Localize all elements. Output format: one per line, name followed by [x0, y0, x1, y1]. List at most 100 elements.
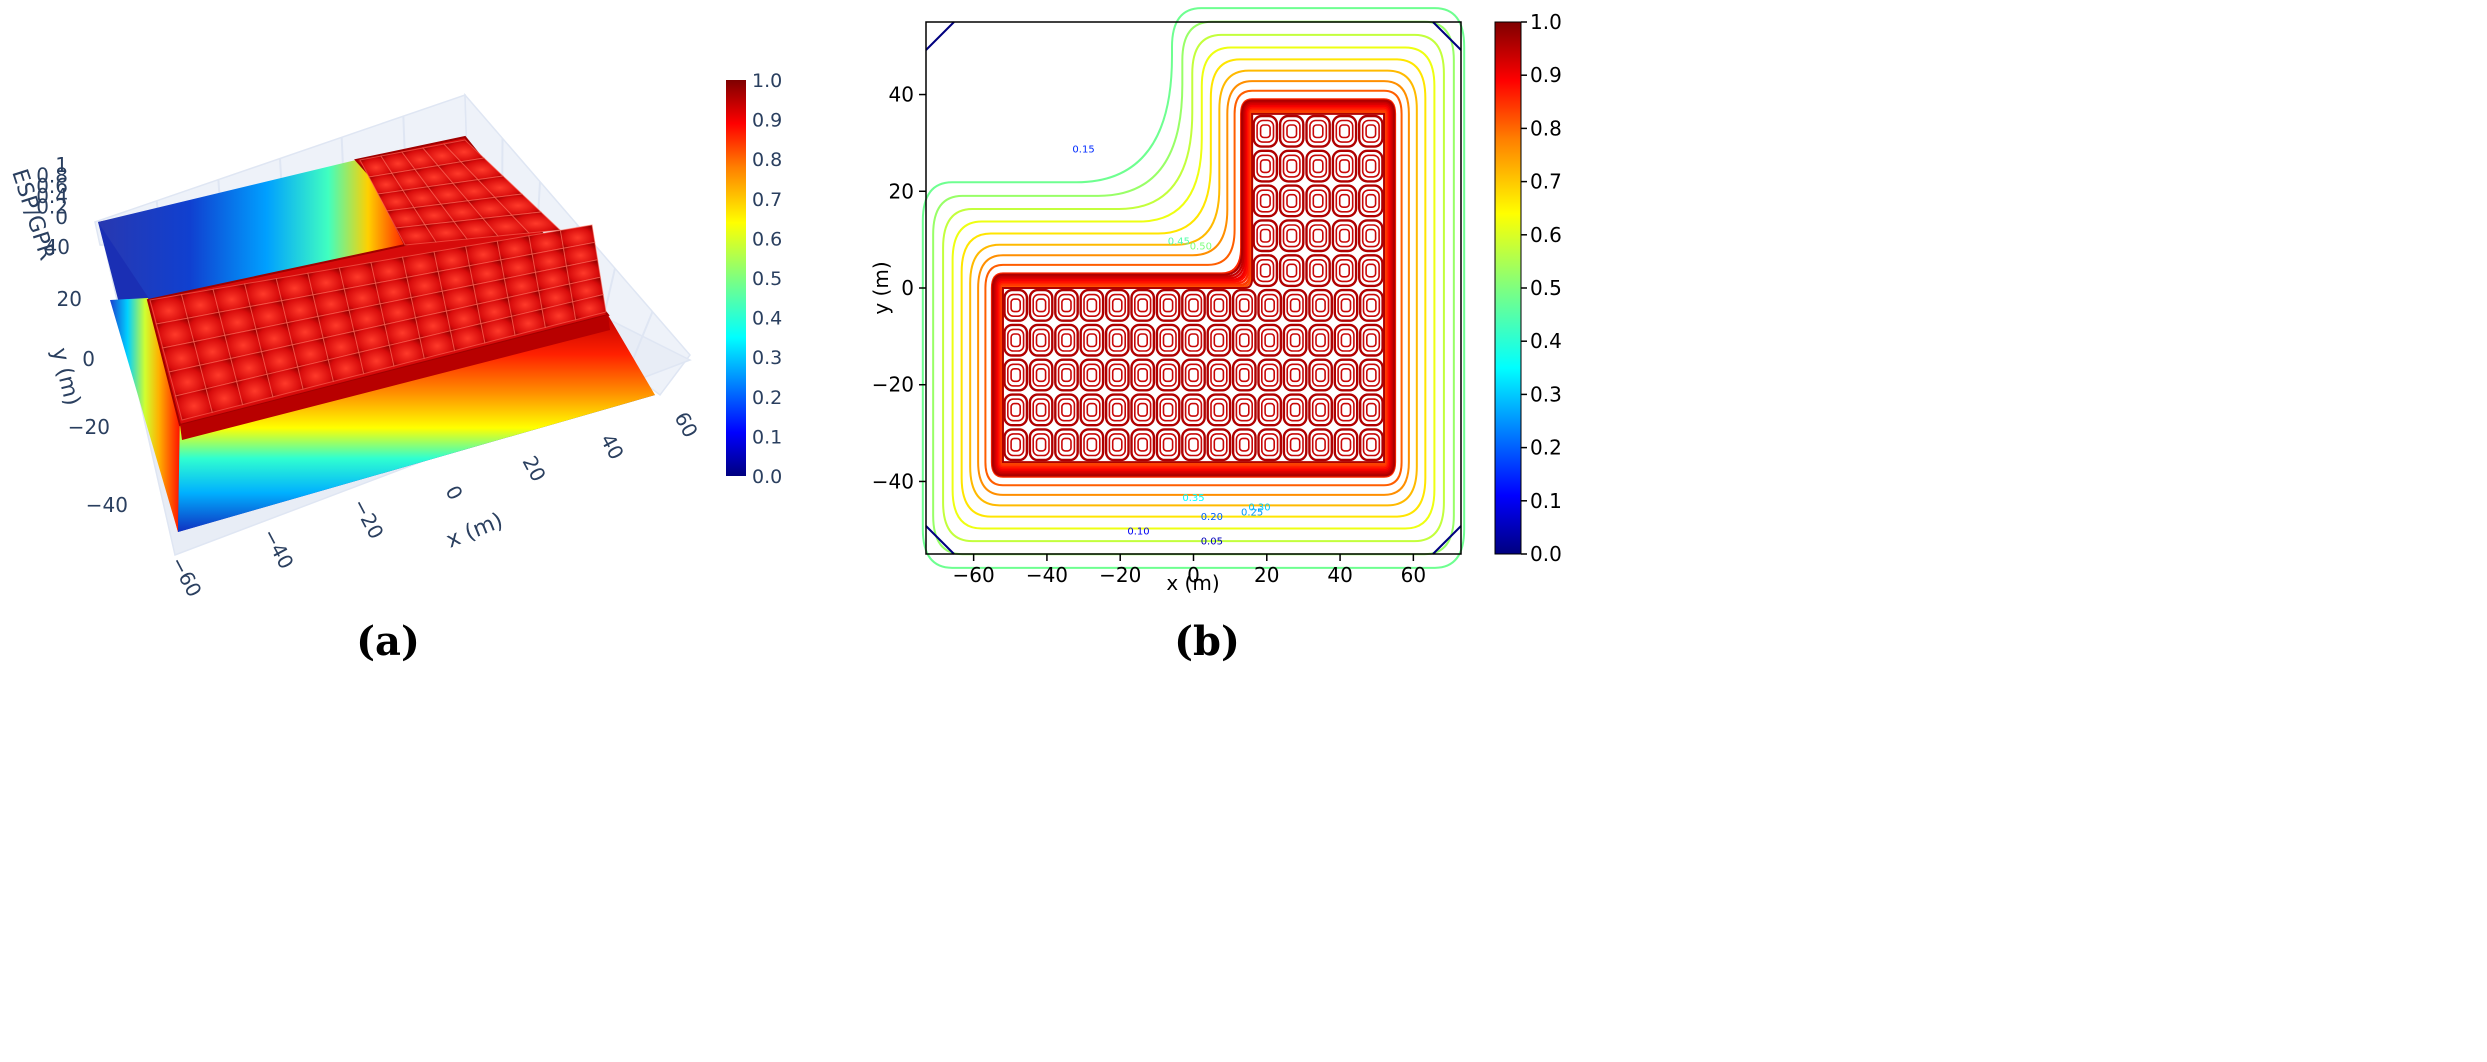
building-cell-contour [1079, 358, 1105, 392]
colorbar-a [726, 80, 746, 476]
building-cell-contour [1282, 323, 1308, 357]
building-cell-contour [1035, 402, 1047, 417]
z-tick-label: 0.4 [36, 184, 68, 208]
x-tick-label: −60 [166, 552, 207, 601]
building-cell-contour [1162, 333, 1174, 348]
building-cell-contour [1286, 228, 1298, 243]
contour-label: 0.45 [1168, 236, 1190, 247]
building-cell-contour [1181, 323, 1206, 357]
surface-cell [510, 211, 562, 234]
building-cell-contour [1256, 119, 1275, 143]
z-tick-label: 1 [55, 153, 68, 177]
colorbar-b-tick-label: 0.2 [1530, 436, 1562, 460]
building-cell-contour [1130, 393, 1156, 427]
building-cell-contour [1358, 428, 1384, 462]
building-cell-contour [1010, 367, 1021, 383]
building-cell-contour [1035, 298, 1047, 313]
building-cell-contour [1286, 159, 1298, 174]
building-cell-contour [1309, 189, 1328, 213]
contour-line [995, 104, 1392, 472]
building-cell-contour [1213, 367, 1225, 383]
building-cell-contour [1035, 333, 1047, 348]
building-cell-contour [1338, 124, 1350, 139]
building-cell-contour [1159, 293, 1177, 318]
building-cell-contour [1104, 428, 1130, 462]
building-cell-contour [1184, 328, 1203, 352]
y-tick-label-b: 0 [901, 276, 914, 300]
building-cell-contour [1108, 293, 1127, 318]
building-cell-contour [1108, 363, 1127, 387]
building-cell-contour [1257, 323, 1283, 357]
x-axis-ticks-b: −60 −40 −20 0 20 40 60 [953, 554, 1426, 587]
building-cell-contour [1003, 358, 1029, 392]
colorbar-b-tick-label: 0.4 [1530, 329, 1562, 353]
building-cell-contour [1340, 298, 1352, 313]
building-cell-contour [1188, 437, 1199, 452]
building-cell-contour [1305, 149, 1331, 183]
building-cell-contour [1361, 119, 1380, 143]
building-cell-contour [1282, 288, 1308, 322]
y-tick-label-b: −40 [872, 469, 914, 493]
building-cell-contour [1155, 288, 1181, 322]
building-cell-contour [1086, 333, 1098, 348]
building-cell-contour [1289, 298, 1301, 313]
building-cell-contour [1361, 224, 1380, 248]
building-cell-contour [1252, 114, 1279, 148]
building-cell-contour [1337, 328, 1355, 352]
building-cell-contour [1162, 367, 1174, 383]
building-cell-contour [1079, 428, 1105, 462]
building-cell-contour [1337, 293, 1355, 318]
building-cell-contour [1238, 437, 1250, 452]
building-cell-contour [1308, 428, 1334, 462]
building-cell-contour [1357, 184, 1384, 218]
building-cell-contour [1337, 363, 1355, 387]
building-cell-contour [1231, 393, 1257, 427]
building-cell-contour [1252, 254, 1279, 288]
panel-b-label: (b) [1174, 618, 1240, 665]
building-cell-contour [1333, 393, 1359, 427]
building-cell-contour [1259, 124, 1271, 139]
building-cell-contour [1235, 293, 1254, 318]
y-axis-ticks: −40 −20 0 20 40 [45, 235, 128, 517]
building-cell-contour [1184, 293, 1203, 318]
building-cell-contour [1312, 193, 1324, 208]
contour-line [993, 101, 1394, 475]
building-cell-contour [1335, 189, 1354, 213]
building-cell-contour [1130, 428, 1156, 462]
x-tick-label: 0 [441, 481, 468, 504]
building-cell-contour [1032, 433, 1050, 457]
building-cell-contour [1282, 258, 1301, 283]
building-cell-contour [1213, 333, 1225, 348]
building-cell-contour [1137, 437, 1148, 452]
building-cell-contour [1257, 428, 1283, 462]
building-cell-contour [1264, 402, 1275, 417]
building-cell-contour [1337, 398, 1355, 422]
y-tick-label-b: 20 [889, 179, 914, 203]
contour-line [977, 80, 1410, 496]
building-cell-contour [1282, 358, 1308, 392]
colorbar-b-tick-label: 1.0 [1530, 10, 1562, 34]
contour-line [998, 107, 1389, 469]
building-cell-contour [1086, 402, 1098, 417]
building-cell-contour [1134, 328, 1152, 352]
building-cell-contour [1256, 258, 1275, 283]
building-cell-contour [1057, 328, 1076, 352]
colorbar-tick-label: 0.5 [752, 268, 782, 290]
building-cell-contour [1111, 367, 1123, 383]
building-cell-contour [1264, 367, 1275, 383]
x-tick-label: −20 [348, 494, 389, 543]
building-cell-contour [1006, 363, 1025, 387]
building-cell-contour [1061, 437, 1072, 452]
building-cell-contour [1111, 333, 1123, 348]
building-cell-contour [1134, 433, 1152, 457]
building-cell-contour [1305, 254, 1331, 288]
building-cell-contour [1134, 398, 1152, 422]
contour-line [960, 58, 1427, 518]
z-tick-label: 0.2 [36, 195, 68, 219]
building-cell-contour [1104, 358, 1130, 392]
building-cell-contour [1159, 398, 1177, 422]
building-cell-contour [1333, 358, 1359, 392]
contour-label: 0.20 [1201, 512, 1223, 523]
building-cell-contour [1057, 293, 1076, 318]
building-cell-contour [1028, 428, 1054, 462]
